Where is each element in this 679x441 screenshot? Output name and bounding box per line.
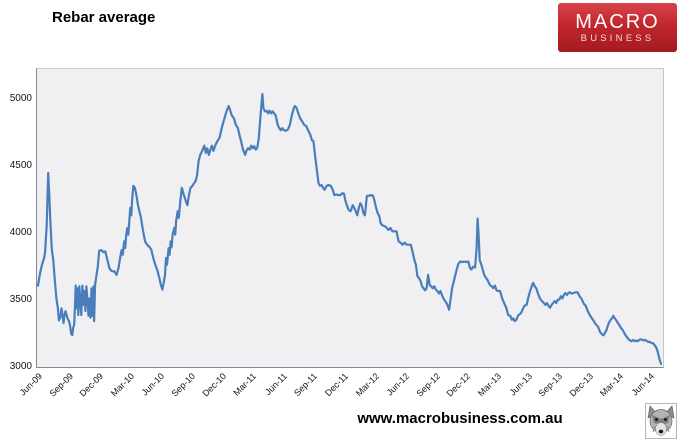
wolf-head-drawing xyxy=(647,405,675,436)
y-axis-label: 4000 xyxy=(9,226,32,238)
line-series xyxy=(36,92,662,366)
logo-text-business: BUSINESS xyxy=(580,32,655,44)
y-axis-label: 4500 xyxy=(9,159,32,171)
y-axis-label: 3000 xyxy=(9,360,32,372)
rebar-price-line xyxy=(36,92,662,366)
wolf-logo-icon xyxy=(645,403,677,439)
logo-text-macro: MACRO xyxy=(575,10,660,33)
y-axis-label: 5000 xyxy=(9,92,32,104)
macrobusiness-logo: MACRO BUSINESS xyxy=(558,3,677,52)
y-axis-label: 3500 xyxy=(9,293,32,305)
website-url: www.macrobusiness.com.au xyxy=(357,410,563,427)
page-title: Rebar average xyxy=(52,9,156,26)
